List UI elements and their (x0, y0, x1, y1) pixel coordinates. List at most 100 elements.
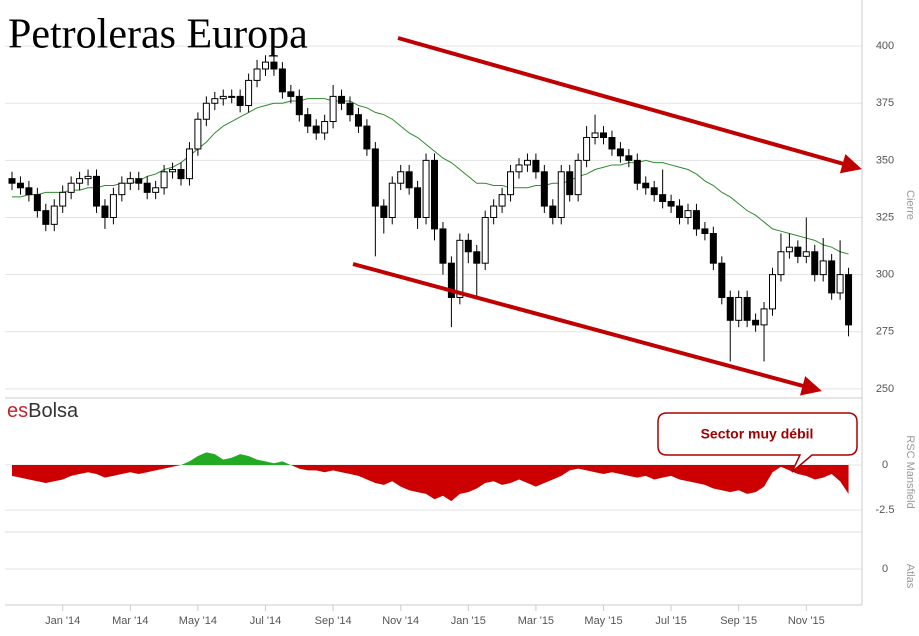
candle-body (735, 296, 743, 321)
x-tick-label: Jan '14 (45, 615, 80, 627)
candle-body (219, 95, 227, 100)
y-tick-label: 0 (882, 563, 888, 575)
candle-body (828, 260, 836, 294)
candle-body (684, 210, 692, 218)
y-tick-label: 350 (876, 154, 894, 166)
candle-body (278, 68, 286, 93)
candle-body (388, 182, 396, 218)
candle-body (262, 61, 269, 70)
candle-body (439, 228, 447, 264)
y-axis-title: Cierre (904, 190, 916, 220)
rsc-area-positive (12, 452, 849, 465)
candle-body (777, 251, 785, 276)
x-tick-label: May '14 (179, 615, 217, 627)
candle-body (101, 205, 109, 218)
candle-body (135, 178, 143, 184)
candle-body (287, 91, 295, 97)
candle-body (752, 319, 760, 326)
y-tick-label: 0 (882, 459, 888, 471)
rsc-area-negative (12, 465, 849, 502)
logo: esBolsa (7, 400, 79, 422)
candle-body (270, 61, 278, 70)
candle-body (726, 296, 734, 321)
y-axis-title: RSC Mansfield (904, 435, 916, 508)
candle-body (802, 251, 810, 257)
x-tick-label: Mar '14 (112, 615, 148, 627)
candle-body (16, 182, 24, 189)
candle-body (785, 246, 793, 253)
candle-body (447, 262, 455, 298)
candle-body (397, 171, 405, 184)
candle-body (676, 205, 684, 218)
candle-body (211, 98, 219, 104)
logo-prefix: es (7, 400, 28, 422)
candle-body (422, 159, 430, 218)
candle-body (507, 171, 515, 196)
candle-body (633, 159, 641, 184)
candle-body (718, 262, 726, 298)
candle-body (312, 125, 320, 134)
y-axis-title: Atlas (904, 564, 916, 589)
annotation: Sector muy débil (701, 426, 814, 442)
candle-body (608, 137, 616, 150)
candle-body (845, 274, 853, 326)
logo-name: Bolsa (28, 400, 79, 422)
candle-body (228, 95, 236, 98)
candle-body (59, 191, 67, 207)
candle-body (709, 232, 717, 264)
candle-body (819, 260, 827, 276)
candle-body (363, 125, 371, 150)
candle-body (295, 95, 303, 116)
candle-body (118, 182, 126, 196)
candle-body (794, 246, 802, 257)
candle-body (160, 171, 168, 189)
candle-body (540, 171, 548, 207)
candle-body (549, 205, 557, 218)
y-tick-label: 325 (876, 211, 894, 223)
candle-body (490, 205, 498, 218)
candle-body (473, 251, 481, 264)
candle-body (25, 187, 33, 196)
y-tick-label: 300 (876, 269, 894, 281)
candle-body (338, 95, 346, 104)
candle-body (321, 121, 329, 134)
candle-body (566, 171, 574, 196)
candle-body (836, 274, 844, 294)
moving-average-line (12, 98, 849, 255)
candle-body (616, 148, 624, 157)
candle-body (642, 182, 650, 189)
candle-body (667, 201, 675, 207)
candle-body (532, 159, 540, 173)
candle-body (650, 187, 658, 196)
x-tick-label: Jan '15 (451, 615, 486, 627)
candle-body (515, 164, 523, 173)
candle-body (8, 178, 16, 184)
candle-body (591, 132, 599, 139)
candle-body (253, 68, 261, 81)
candle-body (152, 187, 160, 193)
candle-body (371, 148, 379, 207)
y-tick-label: 400 (876, 40, 894, 52)
candle-body (236, 95, 244, 107)
x-tick-label: May '15 (584, 615, 622, 627)
candle-body (346, 102, 354, 116)
candle-body (185, 148, 193, 180)
candle-body (811, 251, 819, 276)
candle-body (743, 296, 751, 321)
candle-body (76, 178, 84, 184)
candle-body (50, 205, 58, 225)
y-tick-label: 275 (876, 326, 894, 338)
candle-body (414, 187, 422, 218)
y-tick-label: -2.5 (876, 504, 895, 516)
candle-body (329, 95, 337, 123)
candle-body (405, 171, 413, 189)
candle-body (692, 210, 700, 230)
candle-body (583, 137, 591, 161)
candle-body (109, 194, 117, 218)
trend-arrow (352, 262, 822, 396)
chart-title: Petroleras Europa (8, 12, 308, 58)
x-tick-label: Sep '15 (720, 615, 757, 627)
candle-body (625, 155, 633, 161)
candle-body (431, 159, 438, 230)
y-tick-label: 375 (876, 97, 894, 109)
